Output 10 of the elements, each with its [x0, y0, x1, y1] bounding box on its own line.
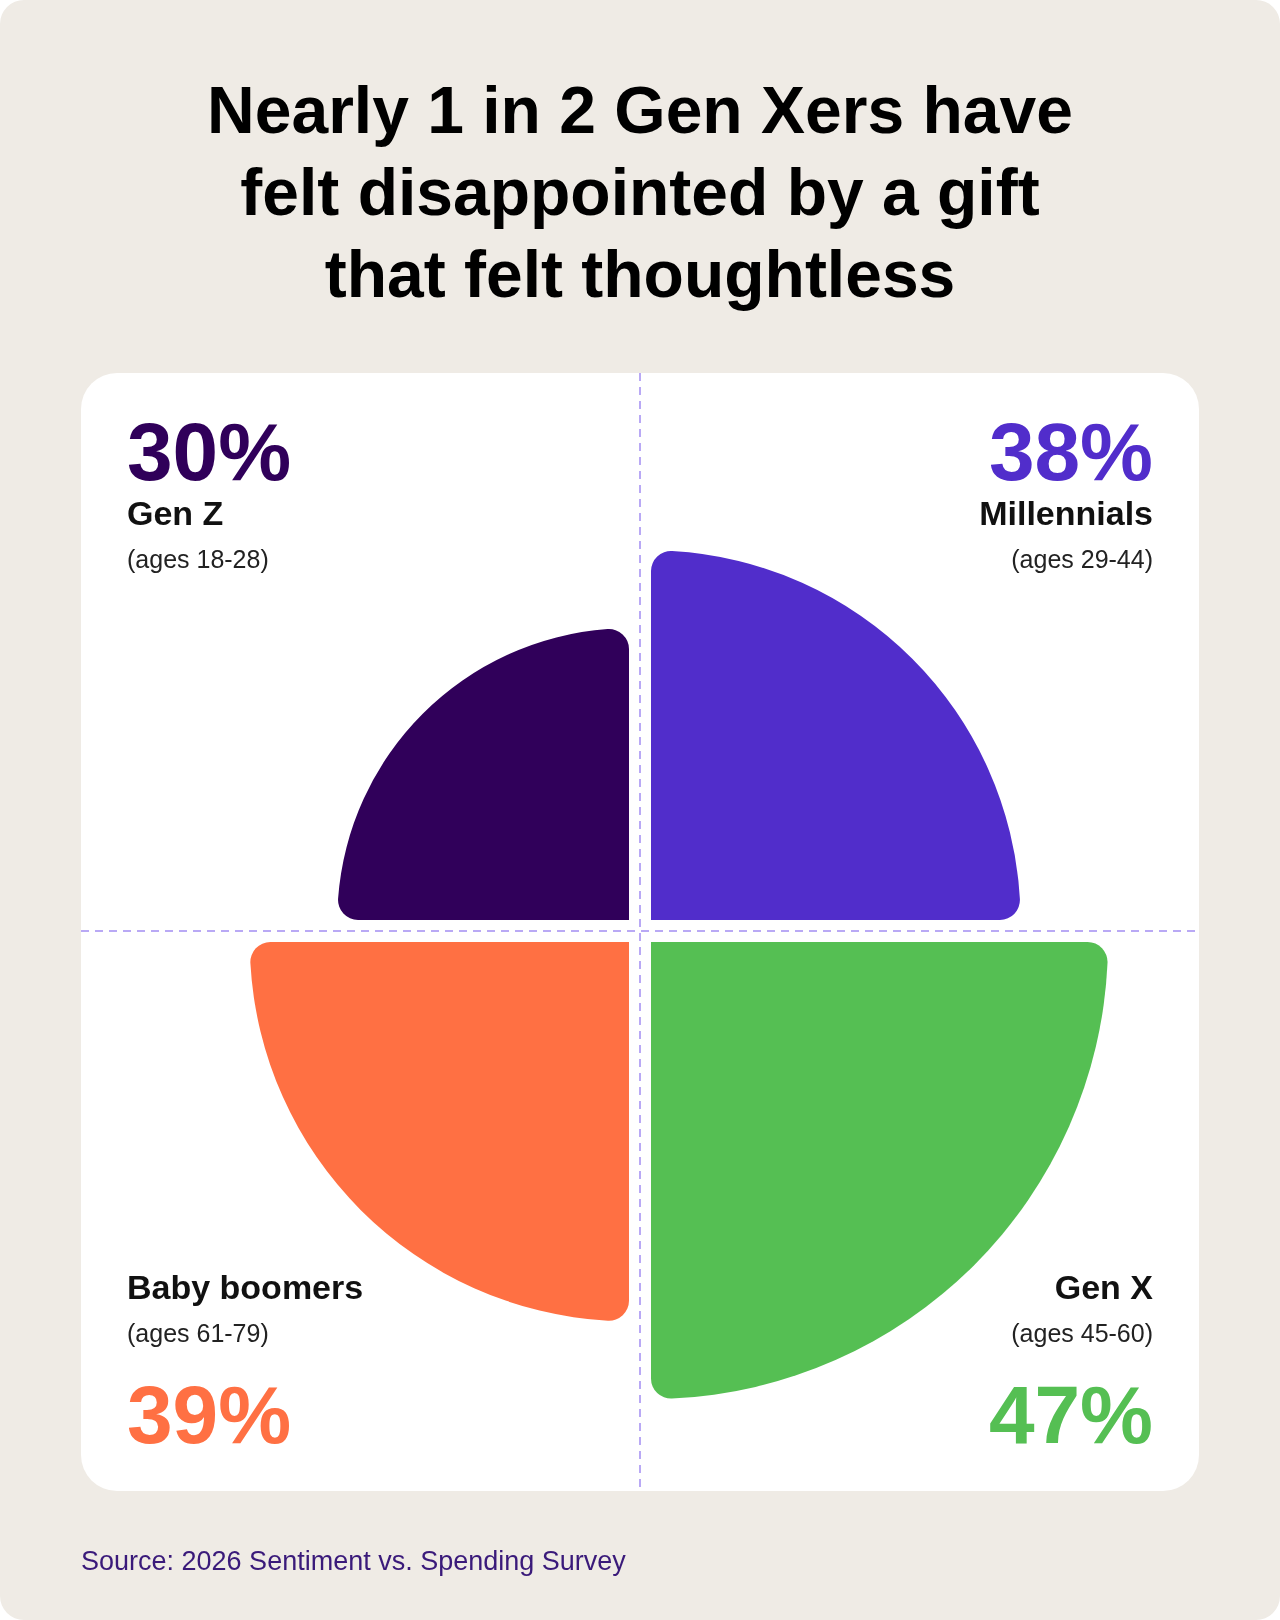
- category-label: Millennials (ages 29-44): [979, 494, 1153, 573]
- source-note: Source: 2026 Sentiment vs. Spending Survey: [81, 1546, 627, 1576]
- category-label: Baby boomers (ages 61-79): [127, 1268, 364, 1347]
- category-label: Gen Z (ages 18-28): [127, 494, 269, 573]
- data-label: 38%: [988, 406, 1153, 497]
- category-label: Gen X (ages 45-60): [1011, 1268, 1154, 1347]
- data-label: 30%: [127, 406, 292, 497]
- data-label: 39%: [127, 1369, 292, 1460]
- text: Nearly 1 in 2 Gen Xers have felt disappointed by a gift that felt thoughtless: [207, 73, 1073, 311]
- data-label: 47%: [988, 1369, 1153, 1460]
